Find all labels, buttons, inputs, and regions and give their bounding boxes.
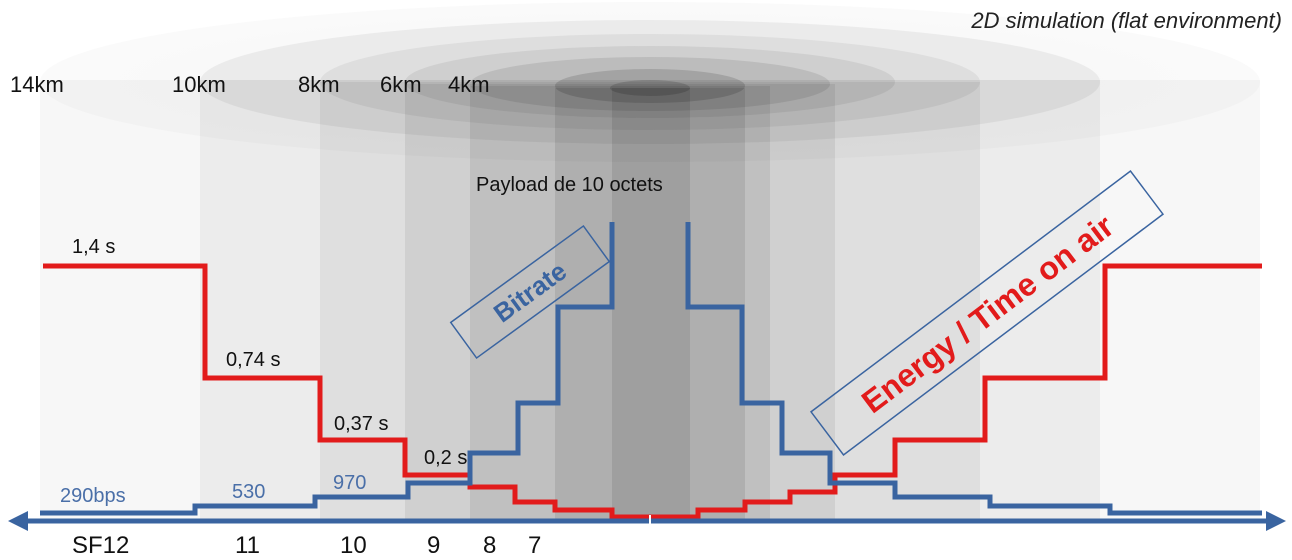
sf-label: 9 xyxy=(427,532,440,555)
diagram-title: 2D simulation (flat environment) xyxy=(970,8,1282,33)
zone-band xyxy=(555,88,745,520)
sf-label: 7 xyxy=(528,532,541,555)
coverage-ellipses xyxy=(40,2,1260,162)
bitrate-label: 290bps xyxy=(60,485,126,507)
sf-labels: SF12 11 10 9 8 7 xyxy=(72,532,541,559)
axis-arrow-left-icon xyxy=(8,511,28,531)
axis-arrow-right-icon xyxy=(1266,511,1286,531)
coverage-ellipse-center xyxy=(610,80,690,96)
time-on-air-label: 0,37 s xyxy=(334,413,388,435)
bitrate-line-right xyxy=(685,222,1262,516)
bitrate-labels: 290bps 530 970 xyxy=(60,472,366,507)
bitrate-label: 530 xyxy=(232,481,265,503)
sf-zones xyxy=(200,80,1100,520)
zone-band xyxy=(612,88,690,520)
time-on-air-label: 0,2 s xyxy=(424,447,467,469)
distance-axis xyxy=(8,511,1286,531)
sf-label: 10 xyxy=(340,532,367,555)
energy-time-on-air-line xyxy=(43,263,1262,520)
sf-label: SF12 xyxy=(72,532,129,555)
bitrate-label: 970 xyxy=(333,472,366,494)
distance-label: 6km xyxy=(380,72,422,97)
distance-label: 14km xyxy=(10,72,64,97)
bitrate-legend-box xyxy=(449,224,611,360)
time-on-air-label: 0,74 s xyxy=(226,349,280,371)
time-on-air-labels: 1,4 s 0,74 s 0,37 s 0,2 s xyxy=(72,236,467,469)
zone-band xyxy=(320,82,980,520)
distance-label: 10km xyxy=(172,72,226,97)
zone-band xyxy=(200,80,1100,520)
zone-band xyxy=(405,84,835,520)
sf-label: 8 xyxy=(483,532,496,555)
payload-label: Payload de 10 octets xyxy=(476,174,663,196)
distance-label: 8km xyxy=(298,72,340,97)
bitrate-line-left xyxy=(40,222,615,516)
energy-legend-box xyxy=(809,170,1165,456)
sf-label: 11 xyxy=(235,532,260,555)
distance-label: 4km xyxy=(448,72,490,97)
distance-labels: 14km 10km 8km 6km 4km xyxy=(10,72,490,97)
time-on-air-label: 1,4 s xyxy=(72,236,115,258)
